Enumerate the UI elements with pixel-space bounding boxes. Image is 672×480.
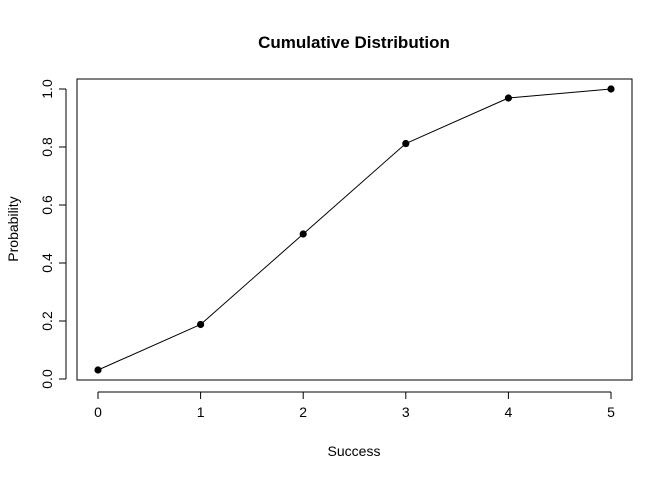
y-axis: 0.0 0.2 0.4 0.6 0.8 1.0: [39, 79, 67, 389]
y-tick-label: 0.4: [39, 253, 55, 273]
x-axis-label: Success: [328, 443, 381, 459]
x-tick-label: 0: [94, 404, 102, 420]
x-tick-label: 1: [197, 404, 205, 420]
data-series: [94, 85, 615, 374]
y-tick-label: 0.2: [39, 311, 55, 331]
x-tick-label: 5: [607, 404, 615, 420]
y-axis-label: Probability: [5, 196, 21, 261]
data-point: [504, 94, 512, 102]
x-axis: 0 1 2 3 4 5: [94, 391, 615, 420]
data-point: [607, 85, 615, 93]
data-point: [402, 139, 410, 148]
x-tick-label: 4: [505, 404, 513, 420]
data-point: [197, 320, 205, 329]
y-tick-label: 0.6: [39, 195, 55, 215]
x-tick-label: 2: [299, 404, 307, 420]
series-line-segment: [97, 324, 201, 371]
y-tick-label: 1.0: [39, 79, 55, 99]
series-line-segment: [200, 233, 304, 325]
plot-frame: [76, 78, 633, 381]
chart-title: Cumulative Distribution: [258, 33, 450, 52]
data-point: [299, 230, 307, 238]
y-tick-label: 0.0: [39, 369, 55, 389]
y-tick-label: 0.8: [39, 137, 55, 157]
series-line-segment: [508, 88, 612, 99]
series-line-segment: [302, 143, 407, 235]
data-point: [94, 366, 102, 374]
series-line-segment: [405, 97, 509, 144]
x-tick-label: 3: [402, 404, 410, 420]
